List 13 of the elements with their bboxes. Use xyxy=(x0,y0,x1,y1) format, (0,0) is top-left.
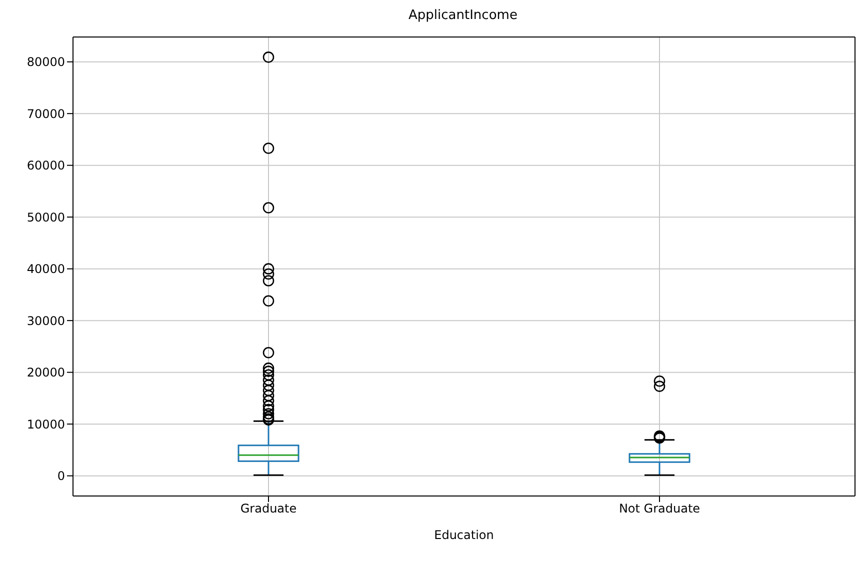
y-tick-label: 30000 xyxy=(26,314,65,328)
y-tick-label: 40000 xyxy=(26,262,65,276)
y-tick-label: 50000 xyxy=(26,210,65,224)
y-tick-label: 60000 xyxy=(26,158,65,173)
x-axis-title: Education xyxy=(434,528,494,542)
y-tick-label: 80000 xyxy=(26,55,65,70)
y-tick-label: 0 xyxy=(57,469,65,484)
y-tick-label: 10000 xyxy=(26,417,65,432)
chart-title: ApplicantIncome xyxy=(408,8,518,25)
x-tick-label: Not Graduate xyxy=(618,502,700,516)
x-tick-label: Graduate xyxy=(240,502,297,516)
y-tick-label: 70000 xyxy=(26,106,65,121)
y-tick-label: 20000 xyxy=(26,366,65,380)
